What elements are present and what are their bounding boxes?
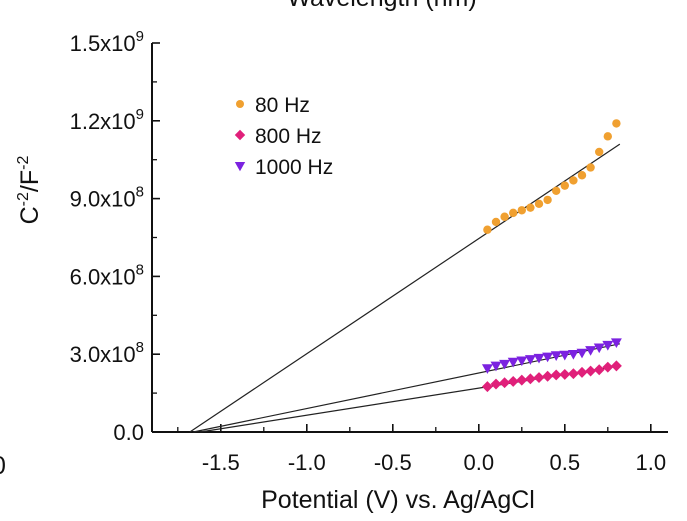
data-point: [542, 352, 554, 363]
data-point: [499, 377, 511, 389]
data-point: [586, 163, 595, 172]
y-tick-label-exponent: 9: [136, 106, 144, 123]
y-tick-label-exponent: 8: [136, 184, 144, 201]
data-points: [481, 119, 622, 393]
x-tick-label: -1.0: [288, 450, 326, 475]
clipped-top-title: Wavelength (nm): [287, 0, 476, 12]
legend-marker: [236, 100, 244, 108]
y-tick-label-exponent: 8: [136, 339, 144, 356]
y-tick-label: 1.2x109: [70, 106, 144, 134]
y-tick-label-exponent: 9: [136, 28, 144, 45]
data-point: [602, 361, 614, 373]
data-point: [543, 195, 552, 205]
data-point: [490, 378, 502, 390]
data-point: [576, 366, 588, 378]
data-point: [585, 365, 597, 377]
y-tick-label-exponent: 8: [136, 261, 144, 278]
data-point: [490, 361, 502, 372]
data-point: [500, 212, 509, 221]
y-tick-label-base: 1.2x10: [70, 109, 136, 134]
data-point: [499, 359, 511, 370]
y-tick-label: 3.0x108: [70, 339, 144, 367]
data-point: [552, 186, 561, 196]
data-point: [526, 203, 535, 212]
data-point: [533, 353, 545, 364]
legend: 80 Hz 800 Hz 1000 Hz: [234, 94, 333, 179]
data-point: [491, 217, 501, 227]
data-point: [542, 370, 554, 382]
y-tick-label-base: 6.0x10: [70, 264, 136, 289]
y-tick-label: 1.5x109: [70, 28, 144, 56]
data-point: [533, 372, 545, 383]
x-tick-label: -0.5: [374, 450, 412, 475]
data-point: [567, 368, 579, 380]
y-axis-label-exp2: -2: [15, 156, 32, 170]
y-tick-label: 6.0x108: [70, 261, 144, 289]
data-point: [577, 171, 587, 180]
x-tick-label: 0.5: [550, 450, 581, 475]
clipped-left-tick: 0: [0, 452, 6, 480]
data-point: [483, 225, 492, 234]
data-point: [524, 355, 536, 365]
legend-label: 80 Hz: [255, 94, 310, 117]
data-point: [517, 206, 526, 215]
data-point: [550, 369, 562, 381]
y-axis-label-mid: /F: [16, 170, 44, 192]
y-axis-label-base: C: [16, 206, 44, 224]
legend-marker: [234, 129, 246, 141]
data-point: [576, 348, 588, 359]
data-point: [516, 356, 528, 367]
data-point: [610, 338, 622, 348]
x-tick-label: 1.0: [636, 450, 667, 475]
data-point: [610, 360, 622, 372]
y-tick-label: 9.0x108: [70, 184, 144, 212]
legend-label: 800 Hz: [255, 125, 322, 148]
data-point: [559, 350, 571, 361]
y-axis-label: C-2/F-2: [15, 156, 44, 225]
y-tick-label-base: 1.5x10: [70, 31, 136, 56]
data-point: [481, 364, 493, 374]
data-point: [534, 199, 544, 208]
axes: 0.03.0x1086.0x1089.0x1081.2x1091.5x109-1…: [70, 28, 668, 475]
data-point: [602, 340, 614, 351]
legend-marker: [234, 162, 246, 172]
data-point: [507, 375, 519, 387]
y-axis-label-exp1: -2: [15, 192, 32, 206]
data-point: [559, 368, 571, 380]
data-point: [603, 132, 612, 141]
data-point: [593, 364, 605, 376]
legend-label: 1000 Hz: [255, 156, 333, 179]
data-point: [585, 346, 597, 356]
data-point: [481, 381, 493, 393]
data-point: [569, 176, 578, 185]
y-tick-label-base: 3.0x10: [70, 342, 136, 367]
fit-line: [189, 143, 621, 433]
x-tick-label: 0.0: [464, 450, 495, 475]
data-point: [550, 351, 562, 361]
y-tick-label-base: 0.0: [113, 420, 144, 445]
data-point: [593, 343, 605, 354]
data-point: [507, 357, 519, 368]
data-point: [516, 374, 528, 386]
x-tick-label: -1.5: [202, 450, 240, 475]
data-point: [612, 119, 621, 128]
y-tick-label-base: 9.0x10: [70, 187, 136, 212]
data-point: [560, 181, 569, 190]
data-point: [524, 373, 536, 385]
data-point: [509, 208, 518, 218]
data-point: [567, 350, 579, 360]
y-tick-label: 0.0: [113, 420, 144, 445]
data-point: [595, 147, 604, 157]
x-axis-label: Potential (V) vs. Ag/AgCl: [261, 486, 535, 514]
